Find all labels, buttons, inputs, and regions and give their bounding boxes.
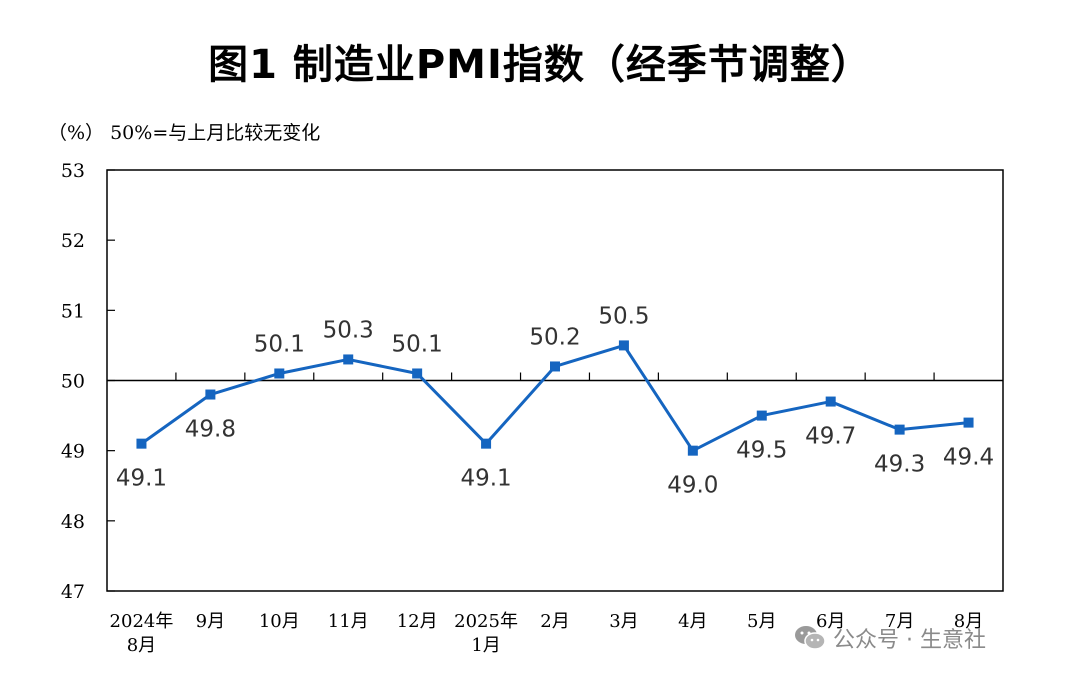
x-tick-label: 6月 — [816, 611, 845, 632]
x-tick-label: 2024年 — [110, 611, 174, 632]
y-tick-label: 49 — [61, 441, 85, 463]
data-point — [756, 410, 767, 421]
data-point — [550, 361, 560, 372]
x-tick-label: 7月 — [885, 611, 914, 632]
data-label: 50.1 — [392, 331, 443, 357]
data-point — [136, 438, 147, 449]
data-label: 49.0 — [667, 473, 718, 499]
x-tick-label: 2025年 — [454, 611, 518, 632]
data-point — [894, 424, 905, 435]
x-tick-label: 3月 — [609, 611, 638, 632]
data-label: 50.1 — [254, 331, 305, 357]
data-point — [825, 396, 836, 407]
data-point — [481, 438, 492, 449]
y-tick-label: 48 — [61, 511, 85, 533]
x-tick-label: 5月 — [747, 611, 776, 632]
data-label: 49.3 — [874, 452, 925, 478]
data-label: 49.8 — [185, 417, 236, 443]
data-point — [963, 417, 974, 428]
unit-note: （%） 50%=与上月比较无变化 — [48, 122, 321, 144]
y-tick-label: 47 — [61, 581, 85, 603]
y-tick-label: 53 — [61, 160, 85, 182]
data-label: 50.5 — [598, 303, 649, 329]
x-tick-label: 8月 — [954, 611, 983, 632]
x-tick-label: 2月 — [540, 611, 569, 632]
x-tick-label: 11月 — [328, 611, 369, 632]
chart-title: 图1 制造业PMI指数（经季节调整） — [208, 42, 872, 88]
watermark: 公众号 · 生意社 — [793, 621, 986, 655]
data-label: 50.2 — [529, 324, 580, 350]
data-point — [343, 354, 354, 365]
x-tick-label: 8月 — [127, 635, 156, 656]
data-point — [274, 368, 285, 379]
data-point — [412, 368, 423, 379]
wechat-icon — [795, 626, 826, 650]
x-tick-label: 4月 — [678, 611, 707, 632]
data-label: 49.7 — [805, 424, 856, 450]
data-label: 49.1 — [116, 466, 167, 492]
watermark-text: 公众号 · 生意社 — [833, 628, 986, 653]
data-point — [205, 389, 216, 400]
data-label: 49.1 — [460, 466, 511, 492]
data-point — [618, 340, 629, 351]
x-tick-label: 12月 — [397, 611, 438, 632]
data-label: 49.4 — [943, 445, 994, 471]
x-tick-label: 10月 — [259, 611, 300, 632]
x-tick-label: 1月 — [471, 635, 500, 656]
y-tick-label: 50 — [61, 371, 85, 393]
y-tick-label: 52 — [61, 230, 85, 252]
x-tick-label: 9月 — [196, 611, 225, 632]
data-point — [687, 445, 698, 456]
y-tick-label: 51 — [61, 300, 85, 322]
data-label: 49.5 — [736, 438, 787, 464]
data-label: 50.3 — [323, 317, 374, 343]
